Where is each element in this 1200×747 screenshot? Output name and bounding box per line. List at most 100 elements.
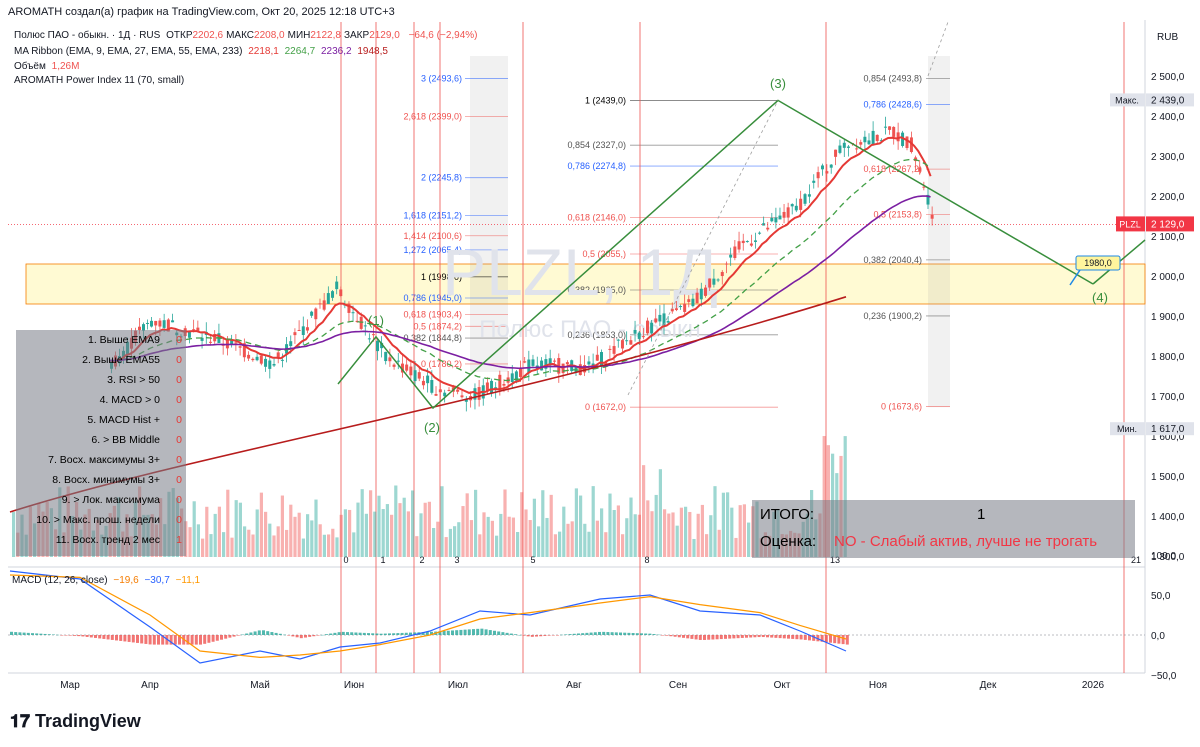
candle-body (392, 364, 396, 367)
candle-body (766, 227, 770, 230)
candle-body (616, 339, 620, 341)
volume-bar (700, 504, 704, 557)
candle-body (272, 363, 276, 366)
candle-body (838, 145, 842, 153)
macd-hist-bar (619, 632, 622, 635)
candle-body (430, 380, 434, 393)
volume-bar (684, 506, 688, 557)
macd-hist-bar (157, 635, 160, 645)
macd-hist-bar (602, 631, 606, 635)
chart-header-title: AROMATH создал(а) график на TradingView.… (8, 6, 395, 18)
price-tag-label: Макс. (1115, 95, 1139, 105)
macd-hist-bar (220, 635, 223, 640)
legend-ribbon-ema55: 2236,2 (320, 46, 352, 57)
volume-bar (633, 514, 637, 557)
candle-body (879, 140, 883, 142)
support-zone[interactable] (25, 263, 1146, 305)
volume-bar (646, 500, 650, 557)
volume-bar (537, 526, 541, 557)
price-axis-tick: 2 000,0 (1151, 272, 1185, 283)
macd-hist-bar (278, 633, 282, 635)
checklist-label: 2. Выше EMA55 (82, 354, 160, 366)
macd-hist-bar (635, 633, 639, 635)
candle-body (363, 325, 367, 327)
macd-hist-bar (530, 635, 534, 637)
volume-bar (532, 498, 536, 557)
legend-ohlc-откр: ОТКР2202,6 (166, 30, 224, 41)
candle-body (540, 360, 544, 371)
volume-bar (545, 517, 549, 557)
currency-label[interactable]: RUB (1157, 32, 1178, 43)
macd-hist-bar (102, 635, 106, 639)
candle-body (741, 240, 745, 244)
elliott-wave-path[interactable] (337, 99, 1094, 410)
macd-hist-bar (715, 635, 719, 640)
candle-body (770, 217, 774, 222)
fib-left-label: 3 (2493,6) (421, 74, 462, 84)
tradingview-logo-icon: 𝟏𝟕 (10, 711, 31, 731)
legend-ribbon-ema27: 2264,7 (284, 46, 316, 57)
candle-body (875, 134, 879, 142)
candle-body (820, 165, 824, 170)
checklist-label: 8. Восх. минимумы 3+ (52, 474, 160, 486)
macd-legend: MACD (12, 26, close) −19,6 −30,7 −11,1 (12, 575, 203, 586)
macd-hist-bar (480, 628, 484, 635)
power-index-checklist: 1. Выше EMA9 0 2. Выше EMA55 0 3. RSI > 50 0 4… (16, 330, 186, 556)
macd-title[interactable]: MACD (12, 26, close) (12, 575, 108, 586)
time-axis-tick: Май (250, 680, 270, 691)
macd-hist-bar (833, 635, 837, 644)
legend-ribbon-title[interactable]: MA Ribbon (EMA, 9, EMA, 27, EMA, 55, EMA… (14, 46, 243, 57)
candle-body (745, 241, 749, 243)
macd-hist-bar (463, 629, 467, 635)
volume-bar (591, 486, 595, 557)
shade-left (470, 56, 508, 372)
price-axis-tick: 2 500,0 (1151, 72, 1185, 83)
legend-power-index[interactable]: AROMATH Power Index 11 (70, small) (14, 75, 185, 86)
checklist-row: 9. > Лок. максимума 0 (16, 491, 186, 511)
macd-hist-bar (270, 632, 274, 635)
volume-bar (709, 515, 713, 557)
macd-hist-bar (493, 630, 496, 635)
fib-right-label: 0,618 (2267,2) (863, 164, 922, 174)
macd-hist-bar (404, 632, 408, 635)
legend-volume-title[interactable]: Объём (14, 61, 46, 72)
watermark-name: Полюс ПАО - обыкн (479, 316, 701, 343)
macd-hist-bar (623, 632, 627, 635)
tradingview-logo[interactable]: 𝟏𝟕 TradingView (10, 711, 141, 732)
volume-bar (650, 511, 654, 557)
candle-body (695, 292, 699, 304)
time-axis-tick: Ноя (869, 680, 887, 691)
candle-body (691, 298, 695, 307)
target-box[interactable] (1075, 255, 1121, 271)
candle-body (355, 320, 359, 323)
macd-hist-bar (304, 635, 307, 638)
macd-hist-bar (535, 635, 538, 637)
fib-left-label: 0,618 (1903,4) (403, 310, 462, 320)
volume-bar (553, 534, 557, 557)
macd-hist-bar (136, 635, 139, 643)
legend-instrument[interactable]: Полюс ПАО - обыкн. · 1Д · RUS (14, 30, 161, 41)
fib-mid-label: 0,786 (2274,8) (567, 161, 626, 171)
volume-bar (726, 492, 730, 557)
volume-bar (285, 529, 289, 557)
macd-hist-bar (812, 635, 816, 641)
checklist-row: 2. Выше EMA55 0 (16, 351, 186, 371)
volume-bar (423, 502, 427, 557)
volume-bar (642, 465, 646, 557)
macd-hist-bar (199, 635, 202, 645)
macd-hist-bar (551, 635, 555, 636)
macd-axis-tick: 0,0 (1151, 631, 1165, 642)
macd-hist-bar (274, 632, 278, 635)
candle-body (587, 361, 591, 365)
checklist-row: 7. Восх. максимумы 3+ 0 (16, 451, 186, 471)
candle-body (629, 340, 633, 345)
volume-bar (713, 486, 717, 557)
macd-hist-bar (761, 635, 765, 638)
price-tag-label-bg (1110, 93, 1145, 107)
legend-volume-row: Объём 1,26M (14, 61, 82, 72)
macd-hist-bar (325, 634, 328, 635)
macd-hist-bar (43, 633, 47, 635)
candle-body (786, 207, 790, 218)
